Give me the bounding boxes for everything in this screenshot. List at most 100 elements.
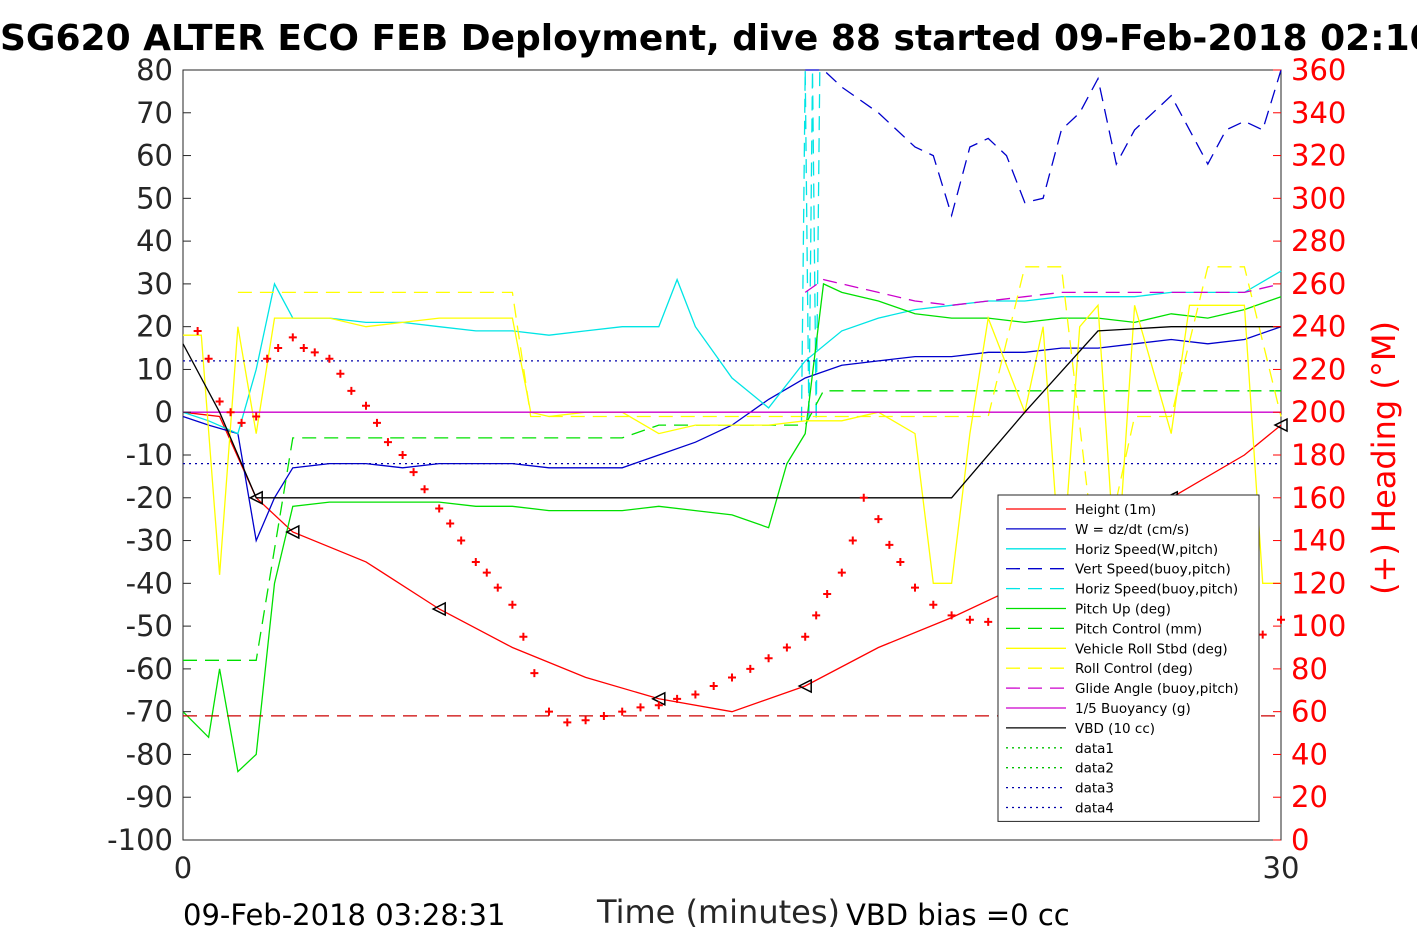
legend-entry: Pitch Up (deg) (1075, 602, 1171, 618)
height-marker (797, 678, 812, 694)
series-line-11 (182, 326, 1281, 499)
heading-point (398, 451, 407, 459)
legend-entry: Roll Control (deg) (1075, 661, 1193, 677)
heading-point (519, 632, 528, 641)
y-right-tick-label: 60 (1291, 695, 1328, 729)
y-tick-label: 20 (136, 310, 173, 344)
heading-point (310, 348, 319, 357)
heading-point (493, 583, 502, 592)
y-tick-label: 10 (136, 352, 173, 386)
heading-point (530, 669, 539, 678)
heading-point (336, 369, 345, 378)
heading-point (812, 611, 821, 620)
heading-point (618, 707, 627, 716)
y-tick-label: -60 (126, 652, 173, 686)
heading-point (823, 590, 832, 599)
y-right-tick-label: 360 (1291, 53, 1346, 87)
heading-point (347, 386, 356, 395)
heading-point (691, 690, 700, 699)
height-marker (285, 524, 300, 540)
y-tick-label: 40 (136, 224, 173, 258)
heading-point (848, 536, 857, 545)
chart-title: SG620 ALTER ECO FEB Deployment, dive 88 … (0, 18, 1417, 59)
y-right-tick-label: 40 (1291, 737, 1328, 771)
heading-point (728, 673, 736, 682)
y-right-tick-label: 120 (1291, 566, 1346, 600)
legend-entry: Vehicle Roll Stbd (deg) (1075, 641, 1228, 657)
y-right-tick-label: 280 (1291, 224, 1346, 258)
series-line-1 (182, 326, 1282, 543)
y-tick-label: -80 (126, 737, 173, 771)
legend-entry: Vert Speed(buoy,pitch) (1075, 562, 1231, 578)
y-right-tick-label: 240 (1291, 310, 1346, 344)
heading-point (911, 583, 919, 592)
heading-point (288, 333, 297, 342)
heading-point (896, 557, 905, 566)
series-line-9 (804, 278, 1282, 306)
heading-point (372, 418, 381, 427)
y-right-tick-label: 260 (1291, 267, 1346, 301)
heading-point (274, 344, 283, 353)
legend: Height (1m) W = dz/dt (cm/s) Horiz Speed(W… (997, 494, 1260, 822)
heading-point (362, 401, 370, 410)
y-tick-label: 0 (155, 395, 173, 429)
heading-point (482, 568, 491, 577)
heading-point (563, 718, 572, 727)
height-marker (248, 490, 263, 505)
legend-entry: 1/5 Buoyancy (g) (1075, 701, 1191, 717)
heading-point (837, 568, 846, 577)
footer-vbd-bias: VBD bias =0 cc (846, 898, 1070, 932)
heading-point (215, 397, 224, 406)
legend-entry: Pitch Control (mm) (1075, 621, 1202, 637)
heading-point (545, 707, 553, 716)
legend-entry: data1 (1075, 741, 1114, 757)
y-right-tick-label: 140 (1291, 524, 1346, 558)
series-line-3 (805, 69, 1282, 218)
series-line-7 (183, 303, 1281, 584)
y-right-tick-label: 320 (1291, 139, 1346, 173)
heading-point (263, 354, 272, 363)
y-tick-label: 60 (136, 139, 173, 173)
y-right-tick-label: 180 (1291, 438, 1346, 472)
series-line-4 (800, 69, 821, 421)
heading-point (746, 664, 755, 673)
heading-point (801, 632, 810, 641)
legend-entry: W = dz/dt (cm/s) (1075, 522, 1189, 538)
heading-point (782, 643, 791, 652)
y-right-tick-label: 80 (1291, 652, 1328, 686)
legend-entry: data2 (1075, 761, 1114, 777)
height-marker (1273, 417, 1288, 433)
heading-point (1258, 630, 1267, 639)
y-right-tick-label: 300 (1291, 181, 1346, 215)
heading-point (673, 694, 682, 703)
x-axis-label: Time (minutes) (597, 893, 840, 931)
x-tick-label: 0 (174, 851, 192, 885)
heading-point (508, 600, 517, 609)
y-tick-label: -10 (126, 438, 173, 472)
y-tick-label: 80 (136, 53, 173, 87)
heading-point (237, 418, 246, 427)
y-tick-label: 70 (136, 96, 173, 130)
y-right-tick-label: 200 (1291, 395, 1346, 429)
heading-point (581, 716, 590, 725)
legend-entry: data3 (1075, 781, 1114, 797)
series-line-8 (237, 266, 1282, 584)
y-right-tick-label: 20 (1291, 780, 1328, 814)
heading-point (654, 701, 663, 710)
heading-point (947, 611, 956, 620)
y-right-tick-label: 0 (1291, 823, 1309, 857)
heading-point (226, 408, 235, 417)
heading-point (409, 468, 418, 477)
heading-point (599, 711, 608, 720)
legend-entry: Glide Angle (buoy,pitch) (1075, 681, 1239, 697)
y-tick-label: -30 (126, 524, 173, 558)
heading-point (193, 326, 202, 335)
y-right-tick-label: 340 (1291, 96, 1346, 130)
series-line-5 (182, 282, 1282, 773)
heading-point (325, 354, 334, 363)
legend-entry: Horiz Speed(W,pitch) (1075, 542, 1218, 558)
heading-point (764, 654, 773, 663)
right-y-axis: 3603403203002802602402202001801601401201… (1273, 53, 1346, 857)
legend-entry: Height (1m) (1075, 502, 1156, 518)
